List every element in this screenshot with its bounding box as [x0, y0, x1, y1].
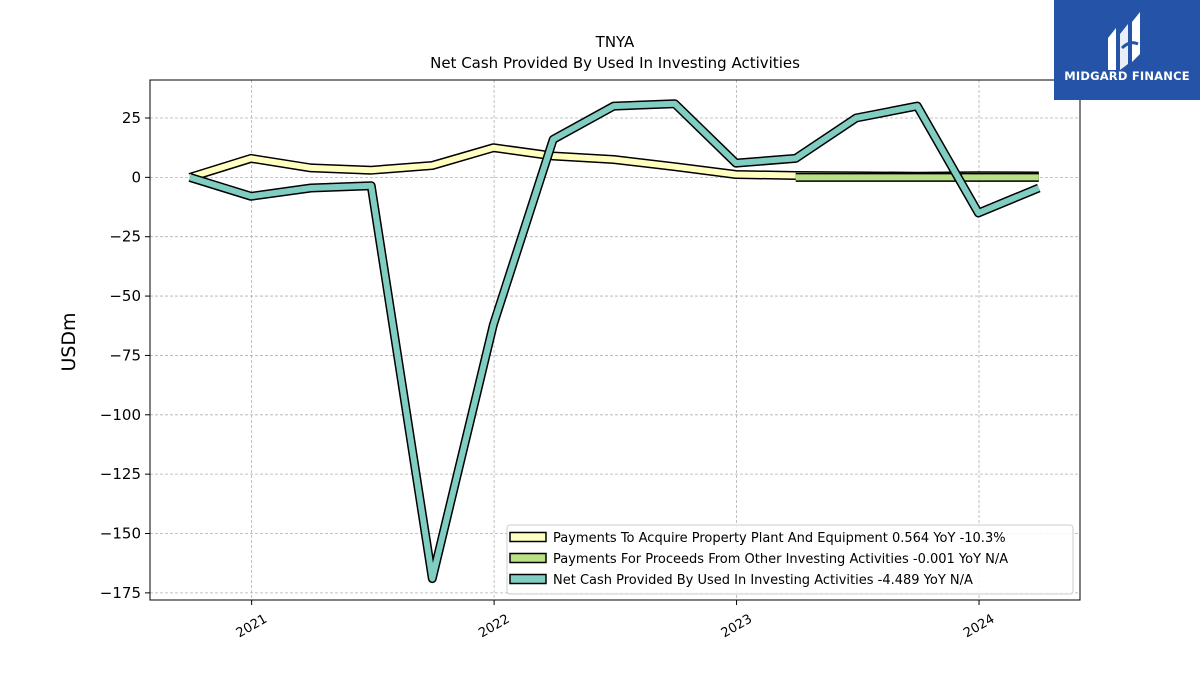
legend-swatch [509, 552, 547, 564]
x-tick-label: 2024 [961, 612, 997, 642]
x-tick-label: 2023 [719, 612, 755, 642]
legend-label: Payments For Proceeds From Other Investi… [553, 552, 1008, 567]
y-axis-label: USDm [58, 312, 80, 371]
series-lines [188, 99, 1041, 584]
legend-label: Net Cash Provided By Used In Investing A… [553, 573, 973, 588]
x-tick-label: 2021 [234, 612, 270, 642]
legend-swatch [509, 531, 547, 543]
y-tick-label: −175 [100, 584, 141, 602]
legend: Payments To Acquire Property Plant And E… [506, 524, 1074, 595]
y-tick-label: −50 [109, 287, 141, 305]
y-tick-label: −75 [109, 346, 141, 364]
plot-frame [149, 79, 1081, 601]
x-tick-label: 2022 [476, 612, 512, 642]
chart-subtitle: Net Cash Provided By Used In Investing A… [430, 54, 800, 72]
y-tick-label: −25 [109, 228, 141, 246]
logo-mark-icon [1108, 12, 1140, 70]
series-line-2 [189, 100, 1040, 582]
y-tick-label: −125 [100, 465, 141, 483]
legend-box [506, 524, 1074, 595]
logo-text: MIDGARD FINANCE [1064, 69, 1190, 83]
y-tick-label: −150 [100, 525, 141, 543]
y-tick-label: −100 [100, 406, 141, 424]
y-tick-label: 25 [122, 109, 141, 127]
brand-logo: MIDGARD FINANCE [1054, 0, 1200, 100]
legend-label: Payments To Acquire Property Plant And E… [553, 531, 1006, 546]
y-tick-label: 0 [131, 168, 141, 186]
legend-swatch [509, 573, 547, 585]
chart-title: TNYA [595, 33, 635, 51]
